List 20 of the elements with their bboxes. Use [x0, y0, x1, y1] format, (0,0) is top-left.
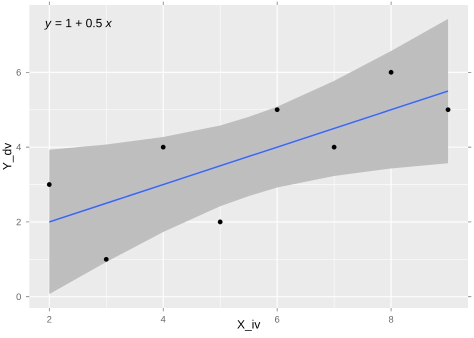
x-axis-title: X_iv [237, 320, 260, 331]
x-tick-label: 2 [47, 316, 52, 323]
y-tick-label: 2 [16, 218, 21, 226]
point [332, 144, 337, 150]
x-tick-label: 4 [160, 316, 166, 322]
point [446, 107, 450, 112]
y-tick-label: 4 [16, 144, 22, 150]
y-tick-label: 0 [16, 293, 21, 300]
point [160, 144, 166, 150]
point [274, 107, 280, 112]
point [388, 70, 394, 75]
point [218, 220, 223, 224]
y-tick-label: 6 [16, 69, 21, 76]
y-axis-title: Y_dv [2, 142, 14, 170]
line-series [48, 90, 449, 223]
x-tick-label: 8 [388, 316, 394, 323]
point [104, 256, 109, 262]
point [46, 182, 52, 187]
x-tick-label: 6 [275, 316, 280, 323]
annotation: y = 1 + 0.5 x [44, 18, 112, 30]
